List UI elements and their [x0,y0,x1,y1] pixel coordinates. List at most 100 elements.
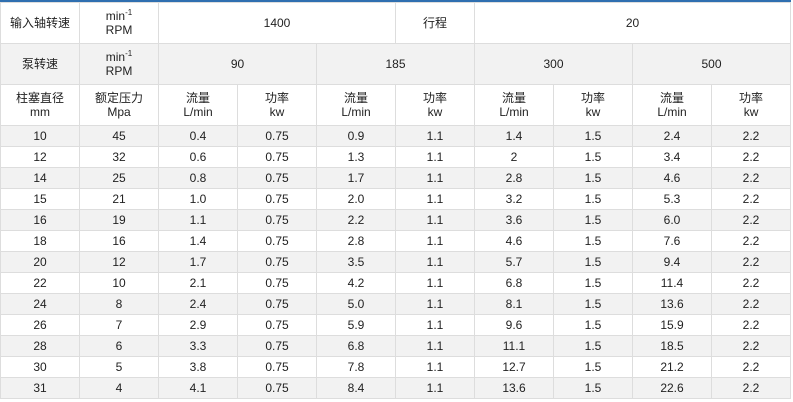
table-row: 14 25 0.8 0.75 1.7 1.1 2.8 1.5 4.6 2.2 [0,167,792,189]
table-row: 18 16 1.4 0.75 2.8 1.1 4.6 1.5 7.6 2.2 [0,230,792,252]
table-cell: 2.2 [710,293,792,315]
flow-header: 流量 L/min [316,84,396,126]
table-cell: 15.9 [632,314,712,336]
table-cell: 3.2 [474,188,554,210]
table-cell: 10 [79,272,159,294]
table-cell: 1.5 [553,335,633,357]
pump-speed-90: 90 [158,43,317,85]
table-cell: 0.75 [237,146,317,168]
table-cell: 8.1 [474,293,554,315]
table-row: 26 7 2.9 0.75 5.9 1.1 9.6 1.5 15.9 2.2 [0,314,792,336]
table-cell: 2.4 [158,293,238,315]
table-cell: 1.5 [553,377,633,399]
table-cell: 18.5 [632,335,712,357]
table-cell: 7.6 [632,230,712,252]
table-cell: 22.6 [632,377,712,399]
table-row: 10 45 0.4 0.75 0.9 1.1 1.4 1.5 2.4 2.2 [0,125,792,147]
unit-cell: min-1 RPM [79,2,159,44]
table-cell: 2.0 [316,188,396,210]
table-cell: 2.2 [710,167,792,189]
table-cell: 5 [79,356,159,378]
table-cell: 0.75 [237,335,317,357]
header-row-input: 输入轴转速 min-1 RPM 1400 行程 20 [0,2,792,44]
table-cell: 1.1 [395,335,475,357]
header-row-columns: 柱塞直径 mm 额定压力 Mpa 流量 L/min 功率 kw 流量 L/min 功率 kw 流量 L… [0,84,792,126]
input-speed-label: 输入轴转速 [0,2,80,44]
table-cell: 0.75 [237,167,317,189]
table-cell: 0.75 [237,314,317,336]
table-row: 12 32 0.6 0.75 1.3 1.1 2 1.5 3.4 2.2 [0,146,792,168]
table-cell: 2.2 [316,209,396,231]
table-cell: 1.1 [395,188,475,210]
table-cell: 2.2 [710,377,792,399]
table-cell: 1.1 [395,125,475,147]
table-cell: 1.5 [553,356,633,378]
table-cell: 0.75 [237,125,317,147]
header-row-pump: 泵转速 min-1 RPM 90 185 300 500 [0,43,792,85]
table-cell: 6.0 [632,209,712,231]
table-cell: 4.2 [316,272,396,294]
table-cell: 1.1 [158,209,238,231]
flow-header: 流量 L/min [158,84,238,126]
table-cell: 4.6 [632,167,712,189]
table-cell: 24 [0,293,80,315]
table-row: 31 4 4.1 0.75 8.4 1.1 13.6 1.5 22.6 2.2 [0,377,792,399]
table-cell: 1.3 [316,146,396,168]
table-cell: 2.2 [710,188,792,210]
table-cell: 1.5 [553,167,633,189]
table-cell: 0.75 [237,377,317,399]
table-cell: 21 [79,188,159,210]
table-row: 24 8 2.4 0.75 5.0 1.1 8.1 1.5 13.6 2.2 [0,293,792,315]
table-cell: 13.6 [632,293,712,315]
table-cell: 18 [0,230,80,252]
table-cell: 28 [0,335,80,357]
table-cell: 11.4 [632,272,712,294]
table-cell: 6.8 [474,272,554,294]
table-cell: 1.5 [553,230,633,252]
table-cell: 4 [79,377,159,399]
table-cell: 0.8 [158,167,238,189]
table-cell: 1.5 [553,314,633,336]
flow-header: 流量 L/min [474,84,554,126]
table-cell: 3.5 [316,251,396,273]
table-cell: 3.3 [158,335,238,357]
table-cell: 3.4 [632,146,712,168]
pump-speed-label: 泵转速 [0,43,80,85]
table-cell: 1.1 [395,230,475,252]
table-cell: 5.7 [474,251,554,273]
table-cell: 0.75 [237,209,317,231]
pump-speed-300: 300 [474,43,633,85]
table-row: 16 19 1.1 0.75 2.2 1.1 3.6 1.5 6.0 2.2 [0,209,792,231]
table-cell: 0.75 [237,251,317,273]
table-cell: 9.6 [474,314,554,336]
power-header: 功率 kw [710,84,792,126]
table-row: 15 21 1.0 0.75 2.0 1.1 3.2 1.5 5.3 2.2 [0,188,792,210]
table-cell: 1.1 [395,356,475,378]
power-header: 功率 kw [237,84,317,126]
table-cell: 1.4 [158,230,238,252]
table-cell: 19 [79,209,159,231]
power-header: 功率 kw [395,84,475,126]
table-cell: 16 [0,209,80,231]
table-cell: 30 [0,356,80,378]
table-cell: 2.2 [710,272,792,294]
table-cell: 1.1 [395,377,475,399]
table-cell: 0.6 [158,146,238,168]
table-cell: 0.75 [237,272,317,294]
table-cell: 1.5 [553,272,633,294]
table-cell: 2.2 [710,251,792,273]
table-cell: 9.4 [632,251,712,273]
table-cell: 8.4 [316,377,396,399]
table-cell: 2.2 [710,335,792,357]
table-cell: 1.7 [316,167,396,189]
unit-cell: min-1 RPM [79,43,159,85]
table-cell: 31 [0,377,80,399]
table-cell: 0.75 [237,230,317,252]
table-cell: 7.8 [316,356,396,378]
table-cell: 1.5 [553,251,633,273]
table-cell: 1.5 [553,125,633,147]
table-cell: 3.6 [474,209,554,231]
table-cell: 14 [0,167,80,189]
table-cell: 25 [79,167,159,189]
